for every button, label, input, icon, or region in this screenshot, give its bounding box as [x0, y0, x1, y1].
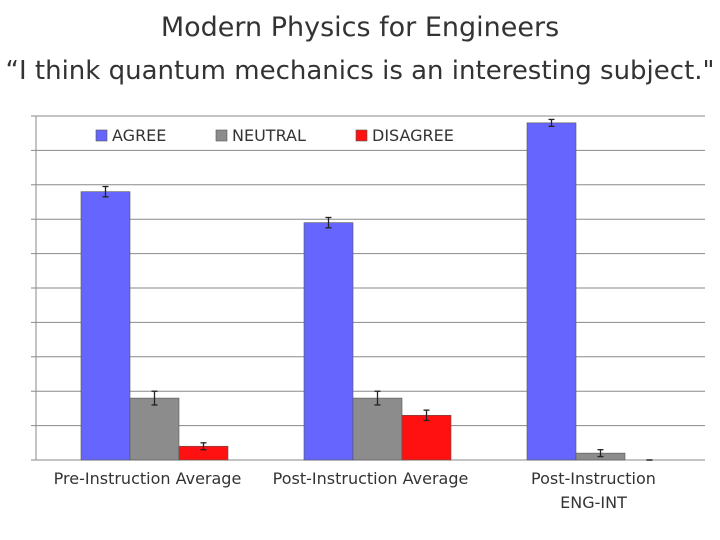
bar: [526, 122, 577, 461]
legend-label: AGREE: [112, 126, 166, 145]
legend-label: DISAGREE: [372, 126, 454, 145]
chart-title: Modern Physics for Engineers: [160, 12, 560, 43]
x-tick-label: Pre-Instruction Average: [54, 469, 242, 488]
legend-swatch: [95, 129, 108, 142]
legend-label: NEUTRAL: [232, 126, 306, 145]
bar: [129, 397, 180, 461]
bar: [303, 222, 354, 461]
legend-swatch: [355, 129, 368, 142]
chart-subtitle: “I think quantum mechanics is an interes…: [5, 56, 715, 86]
bar: [352, 397, 403, 461]
legend-swatch: [215, 129, 228, 142]
x-tick-label: ENG-INT: [560, 493, 627, 512]
bar: [401, 414, 452, 461]
bar: [80, 191, 131, 461]
x-tick-label: Post-Instruction Average: [273, 469, 469, 488]
x-tick-label: Post-Instruction: [531, 469, 656, 488]
